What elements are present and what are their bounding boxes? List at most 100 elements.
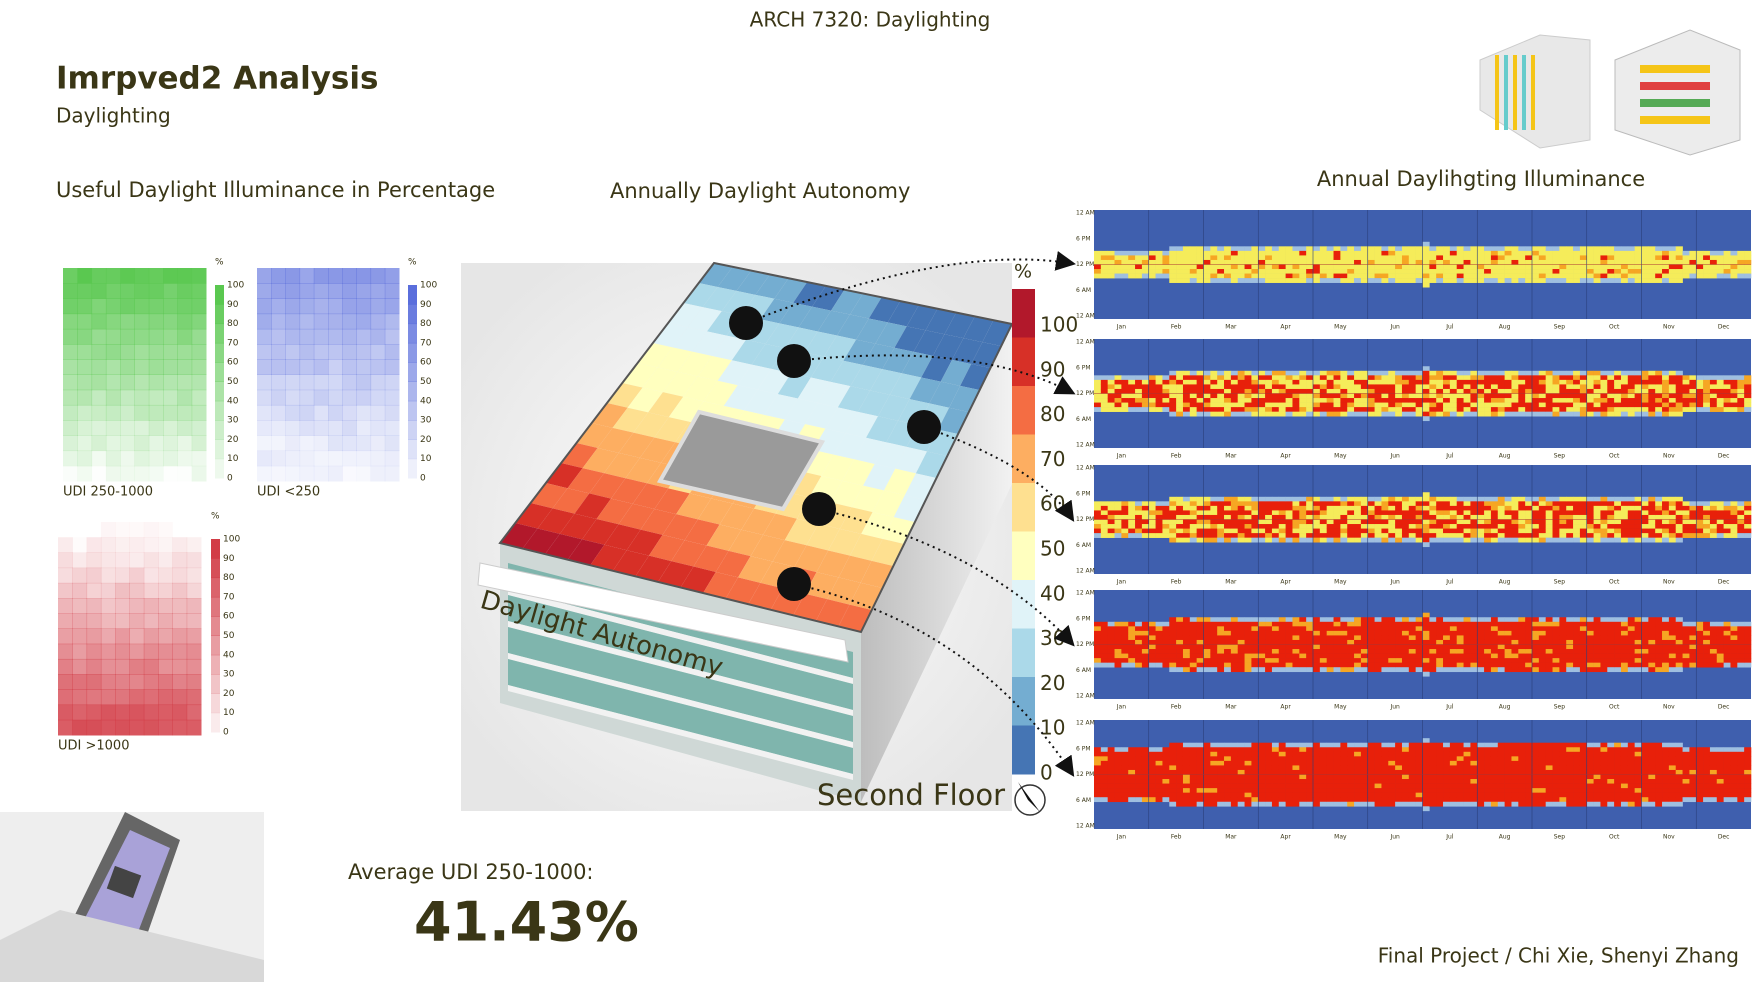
heatmap-cell <box>1497 388 1505 394</box>
heatmap-cell <box>1107 644 1115 650</box>
heatmap-cell <box>1224 375 1232 381</box>
heatmap-cell <box>1251 388 1259 394</box>
udi-cell <box>191 313 207 330</box>
heatmap-cell <box>1620 528 1629 534</box>
heatmap-cell <box>1490 273 1499 279</box>
heatmap-cell <box>1237 769 1245 775</box>
heatmap-cell <box>1121 751 1129 757</box>
heatmap-cell <box>1278 250 1286 256</box>
heatmap-cell <box>1237 533 1245 538</box>
heatmap-cell <box>1436 533 1444 538</box>
heatmap-cell <box>1237 379 1245 385</box>
heatmap-cell <box>1135 375 1143 381</box>
heatmap-cell <box>1641 644 1649 650</box>
heatmap-cell <box>1196 760 1204 766</box>
heatmap-cell <box>1538 667 1546 673</box>
heatmap-cell <box>1313 630 1321 636</box>
heatmap-cell <box>1456 505 1464 511</box>
heatmap-cell <box>1148 375 1156 381</box>
heatmap-cell <box>1545 639 1553 645</box>
heatmap-cell <box>1374 393 1382 399</box>
heatmap-cell <box>1429 273 1437 279</box>
udi-cell <box>172 674 188 690</box>
heatmap-cell <box>1662 407 1670 412</box>
heatmap-cell <box>1347 653 1355 659</box>
heatmap-cell <box>1169 662 1177 668</box>
heatmap-cell <box>1121 501 1129 507</box>
heatmap-cell <box>1600 402 1608 408</box>
heatmap-cell <box>1477 501 1485 507</box>
heatmap-cell <box>1648 639 1656 645</box>
heatmap-cell <box>1196 537 1204 543</box>
heatmap-cell <box>1306 644 1314 650</box>
heatmap-cell <box>1230 621 1239 627</box>
heatmap-cell <box>1737 649 1745 654</box>
heatmap-cell <box>1278 662 1286 668</box>
udi-cell <box>313 374 329 391</box>
autonomy-cell <box>793 282 826 307</box>
heatmap-cell <box>1224 384 1232 390</box>
heatmap-cell <box>1094 797 1102 803</box>
heatmap-cell <box>1333 496 1341 502</box>
heatmap-cell <box>1668 407 1677 412</box>
heatmap-cell <box>1401 496 1410 502</box>
heatmap-cell <box>1586 259 1594 265</box>
heatmap-cell <box>1463 501 1471 507</box>
autonomy-cell <box>821 454 855 481</box>
heatmap-cell <box>1265 273 1273 279</box>
heatmap-cell <box>1340 510 1348 516</box>
heatmap-cell <box>1278 496 1286 502</box>
heatmap-cell <box>1429 398 1437 403</box>
heatmap-cell <box>1723 393 1731 399</box>
heatmap-cell <box>1573 375 1581 381</box>
heatmap-cell <box>1271 379 1280 385</box>
heatmap-cell <box>1463 246 1471 252</box>
heatmap-cell <box>1627 510 1635 516</box>
autonomy-cell <box>567 468 605 494</box>
heatmap-cell <box>1511 519 1519 525</box>
udi-cell <box>134 298 150 315</box>
heatmap-cell <box>1347 259 1355 265</box>
heatmap-cell <box>1662 528 1670 534</box>
heatmap-cell <box>1340 259 1348 265</box>
heatmap-cell <box>1196 384 1204 390</box>
heatmap-cell <box>1422 528 1430 534</box>
hour-label: 6 PM <box>1076 235 1091 242</box>
udi-cell <box>271 344 286 360</box>
heatmap-cell <box>1360 411 1369 417</box>
heatmap-cell <box>1682 644 1690 650</box>
heatmap-cell <box>1224 533 1232 538</box>
heatmap-cell <box>1620 259 1629 265</box>
heatmap-cell <box>1388 388 1396 394</box>
heatmap-cell <box>1648 264 1656 270</box>
heatmap-cell <box>1573 273 1581 279</box>
heatmap-cell <box>1217 250 1225 256</box>
heatmap-cell <box>1682 375 1690 381</box>
heatmap-cell <box>1532 644 1540 650</box>
heatmap-cell <box>1709 639 1718 645</box>
udi-cell <box>91 359 107 375</box>
heatmap-cell <box>1094 379 1102 385</box>
autonomy-cell <box>837 386 871 412</box>
heatmap-cell <box>1306 788 1314 793</box>
heatmap-cell <box>1634 510 1642 516</box>
udi-cell <box>299 328 315 345</box>
heatmap-cell <box>1532 658 1540 663</box>
heatmap-cell <box>1716 630 1724 636</box>
udi-cell <box>356 283 372 299</box>
heatmap-cell <box>1292 514 1300 520</box>
heatmap-cell <box>1668 621 1677 627</box>
heatmap-cell <box>1744 621 1752 627</box>
udi-cell <box>129 658 145 675</box>
heatmap-cell <box>1401 639 1410 645</box>
heatmap-cell <box>1614 537 1622 543</box>
heatmap-cell <box>1593 250 1601 256</box>
heatmap-cell <box>1381 658 1389 663</box>
heatmap-cell <box>1306 407 1314 412</box>
heatmap-cell <box>1573 510 1581 516</box>
heatmap-cell <box>1429 269 1437 274</box>
heatmap-cell <box>1169 760 1177 766</box>
heatmap-cell <box>1703 501 1711 507</box>
heatmap-cell <box>1662 519 1670 525</box>
heatmap-cell <box>1497 384 1505 390</box>
